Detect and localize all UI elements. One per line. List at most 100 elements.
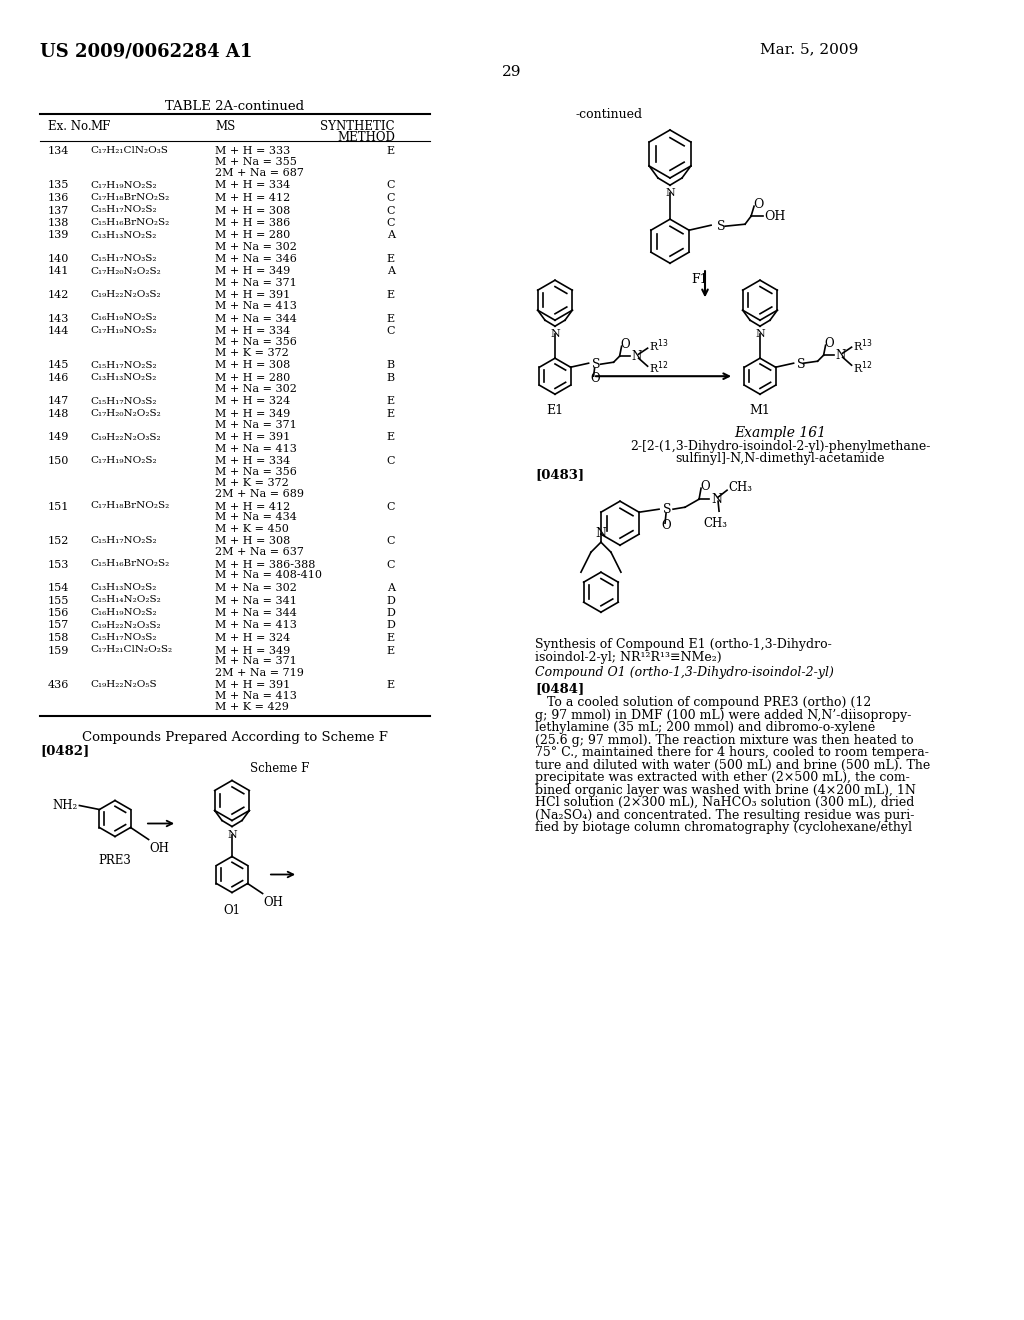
Text: 436: 436 (48, 680, 70, 690)
Text: O: O (824, 337, 835, 350)
Text: [0482]: [0482] (40, 744, 89, 758)
Text: MS: MS (215, 120, 236, 133)
Text: Example 161: Example 161 (734, 426, 826, 440)
Text: OH: OH (150, 842, 169, 854)
Text: M + H = 391: M + H = 391 (215, 290, 290, 300)
Text: F1: F1 (691, 273, 709, 286)
Text: 157: 157 (48, 620, 70, 631)
Text: M1: M1 (750, 404, 770, 417)
Text: N: N (666, 189, 675, 198)
Text: S: S (717, 219, 726, 232)
Text: M + H = 386-388: M + H = 386-388 (215, 560, 315, 569)
Text: N: N (227, 829, 237, 840)
Text: E: E (387, 645, 395, 656)
Text: M + H = 334: M + H = 334 (215, 181, 290, 190)
Text: ture and diluted with water (500 mL) and brine (500 mL). The: ture and diluted with water (500 mL) and… (535, 759, 930, 772)
Text: 148: 148 (48, 409, 70, 418)
Text: C₁₅H₁₆BrNO₂S₂: C₁₅H₁₆BrNO₂S₂ (90, 560, 169, 569)
Text: C₁₇H₂₀N₂O₂S₂: C₁₇H₂₀N₂O₂S₂ (90, 267, 161, 276)
Text: M + Na = 302: M + Na = 302 (215, 583, 297, 593)
Text: CH₃: CH₃ (728, 480, 752, 494)
Text: E: E (387, 290, 395, 300)
Text: PRE3: PRE3 (98, 854, 131, 867)
Text: C: C (386, 560, 395, 569)
Text: 134: 134 (48, 147, 70, 156)
Text: 137: 137 (48, 206, 70, 215)
Text: B: B (387, 374, 395, 383)
Text: 143: 143 (48, 314, 70, 323)
Text: -continued: -continued (575, 108, 642, 121)
Text: 2M + Na = 719: 2M + Na = 719 (215, 668, 304, 677)
Text: E: E (387, 147, 395, 156)
Text: M + H = 308: M + H = 308 (215, 206, 290, 215)
Text: bined organic layer was washed with brine (4×200 mL), 1N: bined organic layer was washed with brin… (535, 784, 915, 797)
Text: 135: 135 (48, 181, 70, 190)
Text: 136: 136 (48, 193, 70, 203)
Text: C: C (386, 326, 395, 337)
Text: M + Na = 346: M + Na = 346 (215, 253, 297, 264)
Text: OH: OH (764, 210, 785, 223)
Text: M + H = 386: M + H = 386 (215, 218, 290, 228)
Text: C₁₉H₂₂N₂O₃S₂: C₁₉H₂₂N₂O₃S₂ (90, 620, 161, 630)
Text: MF: MF (90, 120, 111, 133)
Text: Compound O1 (ortho-1,3-Dihydro-isoindol-2-yl): Compound O1 (ortho-1,3-Dihydro-isoindol-… (535, 667, 834, 680)
Text: M + K = 429: M + K = 429 (215, 702, 289, 711)
Text: [0483]: [0483] (535, 469, 584, 482)
Text: 139: 139 (48, 231, 70, 240)
Text: g; 97 mmol) in DMF (100 mL) were added N,N’-diisopropy-: g; 97 mmol) in DMF (100 mL) were added N… (535, 709, 911, 722)
Text: C₁₇H₁₈BrNO₂S₂: C₁₇H₁₈BrNO₂S₂ (90, 193, 169, 202)
Text: C₁₅H₁₇NO₃S₂: C₁₅H₁₇NO₃S₂ (90, 253, 157, 263)
Text: M + Na = 344: M + Na = 344 (215, 609, 297, 618)
Text: N: N (595, 527, 606, 540)
Text: M + H = 391: M + H = 391 (215, 433, 290, 442)
Text: M + H = 412: M + H = 412 (215, 193, 290, 203)
Text: E: E (387, 396, 395, 407)
Text: C₁₇H₂₁ClN₂O₃S: C₁₇H₂₁ClN₂O₃S (90, 147, 168, 154)
Text: 138: 138 (48, 218, 70, 228)
Text: lethylamine (35 mL; 200 mmol) and dibromo-o-xylene: lethylamine (35 mL; 200 mmol) and dibrom… (535, 721, 876, 734)
Text: M + Na = 302: M + Na = 302 (215, 242, 297, 252)
Text: C₁₇H₁₈BrNO₂S₂: C₁₇H₁₈BrNO₂S₂ (90, 502, 169, 511)
Text: M + Na = 355: M + Na = 355 (215, 157, 297, 168)
Text: D: D (386, 609, 395, 618)
Text: 156: 156 (48, 609, 70, 618)
Text: 2M + Na = 637: 2M + Na = 637 (215, 546, 304, 557)
Text: 150: 150 (48, 455, 70, 466)
Text: 158: 158 (48, 634, 70, 643)
Text: C₁₉H₂₂N₂O₃S₂: C₁₉H₂₂N₂O₃S₂ (90, 290, 161, 300)
Text: M + H = 324: M + H = 324 (215, 396, 290, 407)
Text: E: E (387, 433, 395, 442)
Text: 2-[2-(1,3-Dihydro-isoindol-2-yl)-phenylmethane-: 2-[2-(1,3-Dihydro-isoindol-2-yl)-phenylm… (630, 440, 930, 453)
Text: M + H = 308: M + H = 308 (215, 536, 290, 546)
Text: TABLE 2A-continued: TABLE 2A-continued (166, 100, 304, 114)
Text: 2M + Na = 687: 2M + Na = 687 (215, 168, 304, 178)
Text: 149: 149 (48, 433, 70, 442)
Text: C₁₇H₁₉NO₂S₂: C₁₇H₁₉NO₂S₂ (90, 455, 157, 465)
Text: M + H = 280: M + H = 280 (215, 374, 290, 383)
Text: C: C (386, 502, 395, 511)
Text: M + K = 450: M + K = 450 (215, 524, 289, 533)
Text: sulfinyl]-N,N-dimethyl-acetamide: sulfinyl]-N,N-dimethyl-acetamide (675, 453, 885, 465)
Text: N: N (836, 348, 846, 362)
Text: R$^{12}$: R$^{12}$ (853, 359, 872, 375)
Text: M + H = 334: M + H = 334 (215, 455, 290, 466)
Text: 159: 159 (48, 645, 70, 656)
Text: CH₃: CH₃ (703, 517, 727, 531)
Text: N: N (550, 329, 560, 339)
Text: 147: 147 (48, 396, 70, 407)
Text: C: C (386, 206, 395, 215)
Text: E: E (387, 680, 395, 690)
Text: C₁₃H₁₃NO₂S₂: C₁₃H₁₃NO₂S₂ (90, 583, 157, 591)
Text: M + Na = 413: M + Na = 413 (215, 690, 297, 701)
Text: M + Na = 344: M + Na = 344 (215, 314, 297, 323)
Text: E: E (387, 409, 395, 418)
Text: S: S (797, 358, 805, 371)
Text: fied by biotage column chromatography (cyclohexane/ethyl: fied by biotage column chromatography (c… (535, 821, 912, 834)
Text: O: O (662, 519, 671, 532)
Text: N: N (755, 329, 765, 339)
Text: C₁₅H₁₇NO₂S₂: C₁₅H₁₇NO₂S₂ (90, 206, 157, 214)
Text: 142: 142 (48, 290, 70, 300)
Text: C: C (386, 193, 395, 203)
Text: O: O (591, 372, 600, 384)
Text: [0484]: [0484] (535, 682, 585, 696)
